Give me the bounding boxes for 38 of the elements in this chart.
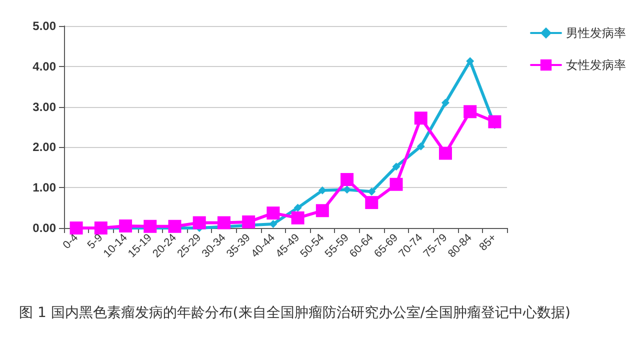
point [168, 220, 182, 233]
point [70, 222, 83, 234]
y-tick-label: 3.00 [32, 100, 56, 114]
point [217, 216, 230, 230]
point [294, 204, 302, 212]
x-tick-label: 0-4 [60, 232, 81, 252]
point [464, 105, 477, 118]
point [438, 146, 452, 160]
point [368, 188, 376, 196]
point [414, 112, 428, 125]
x-tick-label: 85+ [477, 232, 499, 254]
point [390, 178, 403, 191]
point [94, 222, 108, 234]
point [466, 57, 474, 66]
point [488, 115, 502, 128]
point [266, 206, 280, 220]
point [441, 98, 450, 107]
point [392, 162, 400, 171]
y-tick-label: 4.00 [32, 59, 56, 74]
point [340, 173, 354, 186]
point [291, 211, 304, 224]
y-tick-label: 5.00 [32, 19, 56, 33]
legend-label: 女性发病率 [566, 58, 626, 72]
point [269, 220, 278, 228]
point [242, 215, 256, 228]
text: 图 1 国内黑色素瘤发病的年龄分布(来自全国肿瘤防治研究办公室/全国肿瘤登记中心数据) [19, 305, 570, 321]
point [316, 204, 329, 218]
y-tick-label: 2.00 [32, 140, 56, 154]
legend-label: 男性发病率 [566, 26, 626, 40]
point [119, 219, 132, 232]
point [192, 216, 206, 230]
point [416, 142, 425, 150]
point [144, 220, 157, 233]
point [365, 196, 378, 210]
y-tick-label: 0.00 [32, 221, 56, 235]
point [318, 186, 326, 194]
y-tick-label: 1.00 [32, 180, 56, 195]
x-tick-label: 5-9 [85, 232, 106, 252]
